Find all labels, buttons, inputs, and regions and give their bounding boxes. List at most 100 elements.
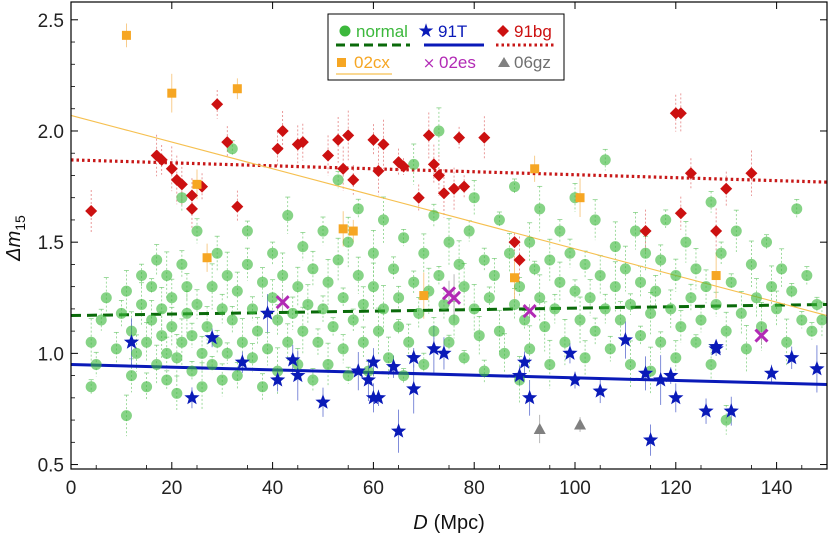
point-02cx: [711, 271, 721, 281]
point-normal: [287, 307, 299, 319]
point-normal: [604, 343, 616, 355]
y-axis-main: Δm: [3, 231, 25, 262]
point-91bg: [710, 225, 723, 238]
point-normal: [473, 330, 485, 342]
point-normal: [206, 281, 218, 293]
point-normal: [589, 214, 601, 226]
point-normal: [453, 258, 465, 270]
point-normal: [710, 298, 722, 310]
legend-marker-91T: ★: [417, 20, 434, 42]
point-91T: [426, 340, 442, 356]
point-normal: [685, 292, 697, 304]
point-normal: [267, 292, 279, 304]
point-91T: [592, 383, 608, 398]
x-axis-label: D (Mpc): [413, 512, 485, 534]
point-91bg: [332, 133, 345, 146]
point-normal: [720, 414, 732, 426]
point-normal: [403, 336, 415, 348]
point-normal: [337, 292, 349, 304]
point-91T: [290, 367, 306, 383]
point-normal: [635, 276, 647, 288]
point-normal: [655, 254, 667, 266]
point-normal: [322, 358, 334, 370]
point-normal: [750, 292, 762, 304]
point-normal: [388, 263, 400, 275]
point-91T: [270, 372, 286, 387]
legend-label-02es: 02es: [439, 53, 476, 72]
point-normal: [307, 374, 319, 386]
point-normal: [282, 209, 294, 221]
point-02cx: [510, 273, 520, 283]
point-91bg: [508, 236, 521, 249]
point-normal: [483, 292, 495, 304]
point-91T: [763, 365, 780, 380]
point-normal: [231, 370, 243, 382]
point-normal: [216, 303, 228, 315]
point-normal: [695, 314, 707, 326]
point-normal: [811, 298, 823, 310]
point-normal: [705, 196, 717, 208]
point-normal: [498, 347, 510, 359]
point-normal: [776, 263, 788, 275]
point-91bg: [322, 149, 335, 162]
point-91bg: [437, 187, 450, 200]
point-91bg: [185, 189, 198, 202]
point-normal: [317, 225, 329, 237]
point-normal: [413, 307, 425, 319]
point-91T: [234, 354, 250, 369]
legend-marker-91bg: [497, 25, 509, 37]
point-91T: [123, 334, 140, 349]
point-02es: [522, 304, 537, 319]
point-normal: [468, 192, 480, 204]
y-tick-label: 2.0: [38, 122, 64, 143]
point-91T: [642, 432, 659, 447]
point-normal: [241, 225, 253, 237]
point-91T: [567, 372, 583, 387]
point-normal: [534, 203, 546, 215]
point-normal: [458, 352, 470, 364]
point-normal: [136, 270, 148, 282]
y-axis-sub: 15: [12, 215, 28, 231]
point-normal: [554, 276, 566, 288]
point-normal: [559, 336, 571, 348]
point-normal: [433, 270, 445, 282]
point-normal: [614, 314, 626, 326]
point-91bg: [337, 162, 350, 175]
point-normal: [231, 285, 243, 297]
x-tick-label: 60: [363, 478, 384, 499]
cross-stroke: [446, 290, 462, 305]
point-91T: [516, 354, 533, 369]
point-normal: [176, 336, 188, 348]
point-normal: [272, 365, 284, 377]
y-tick-label: 1.0: [38, 344, 64, 365]
point-91bg: [231, 200, 244, 213]
point-91T: [653, 372, 669, 387]
point-91T: [204, 329, 220, 345]
point-normal: [745, 258, 757, 270]
point-91bg: [448, 182, 461, 195]
point-91bg: [720, 182, 733, 195]
point-91bg: [367, 133, 380, 146]
point-normal: [650, 285, 662, 297]
point-02cx: [167, 88, 177, 98]
point-normal: [196, 347, 208, 359]
point-normal: [670, 270, 682, 282]
point-91bg: [211, 98, 224, 111]
point-normal: [120, 285, 132, 297]
legend-marker-06gz: [498, 57, 510, 67]
point-normal: [317, 303, 329, 315]
point-normal: [161, 270, 173, 282]
point-91T: [184, 389, 200, 405]
y-tick-label: 1.5: [38, 233, 64, 254]
point-normal: [332, 254, 344, 266]
point-normal: [640, 247, 652, 259]
point-normal: [151, 358, 163, 370]
point-normal: [166, 292, 178, 304]
point-normal: [95, 314, 107, 326]
x-tick-label: 40: [262, 478, 283, 499]
point-normal: [186, 330, 198, 342]
x-axis-ticks: 0 20 40 60 80 100 120 140: [66, 2, 803, 499]
point-normal: [594, 270, 606, 282]
point-normal: [458, 281, 470, 293]
point-normal: [715, 247, 727, 259]
